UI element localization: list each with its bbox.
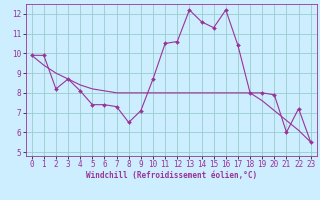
- X-axis label: Windchill (Refroidissement éolien,°C): Windchill (Refroidissement éolien,°C): [86, 171, 257, 180]
